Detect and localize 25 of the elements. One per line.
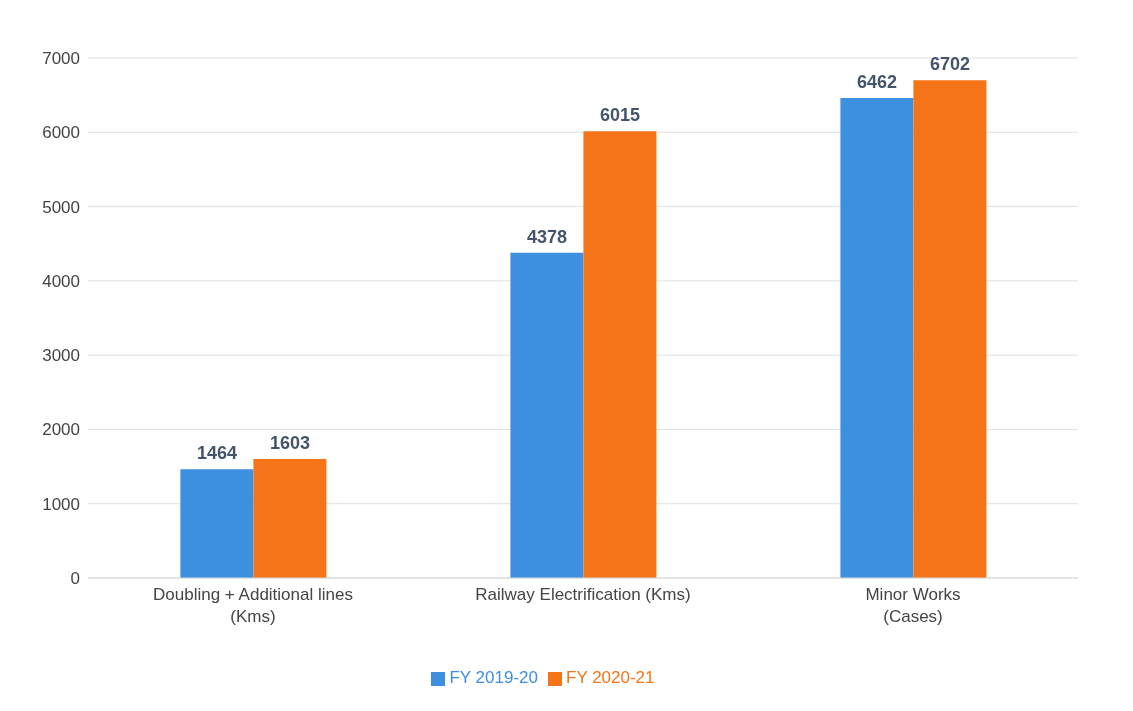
- y-tick-label: 0: [70, 569, 80, 589]
- bar: [180, 469, 254, 578]
- y-tick-label: 5000: [42, 197, 80, 217]
- x-tick-label: Railway Electrification (Kms): [475, 585, 691, 604]
- bar: [840, 97, 914, 578]
- data-label: 6462: [856, 71, 897, 92]
- y-tick-label: 2000: [42, 420, 80, 440]
- bar: [253, 458, 327, 578]
- data-label: 4378: [526, 226, 567, 247]
- x-tick-label: Doubling + Additional lines (Kms): [153, 585, 353, 626]
- bar: [913, 80, 987, 578]
- y-tick-label: 1000: [42, 494, 80, 514]
- data-label: 1603: [269, 432, 310, 453]
- data-label: 1464: [196, 443, 237, 464]
- legend-label: FY 2019-20: [449, 668, 538, 687]
- data-label: 6702: [929, 54, 970, 75]
- y-tick-label: 4000: [42, 271, 80, 291]
- legend-label: FY 2020-21: [566, 668, 655, 687]
- data-label: 6015: [599, 105, 640, 126]
- y-tick-label: 6000: [42, 123, 80, 143]
- y-tick-label: 7000: [42, 49, 80, 69]
- x-tick-label: Minor Works (Cases): [865, 585, 961, 626]
- y-tick-label: 3000: [42, 346, 80, 366]
- bar: [510, 252, 584, 578]
- bar: [583, 131, 657, 578]
